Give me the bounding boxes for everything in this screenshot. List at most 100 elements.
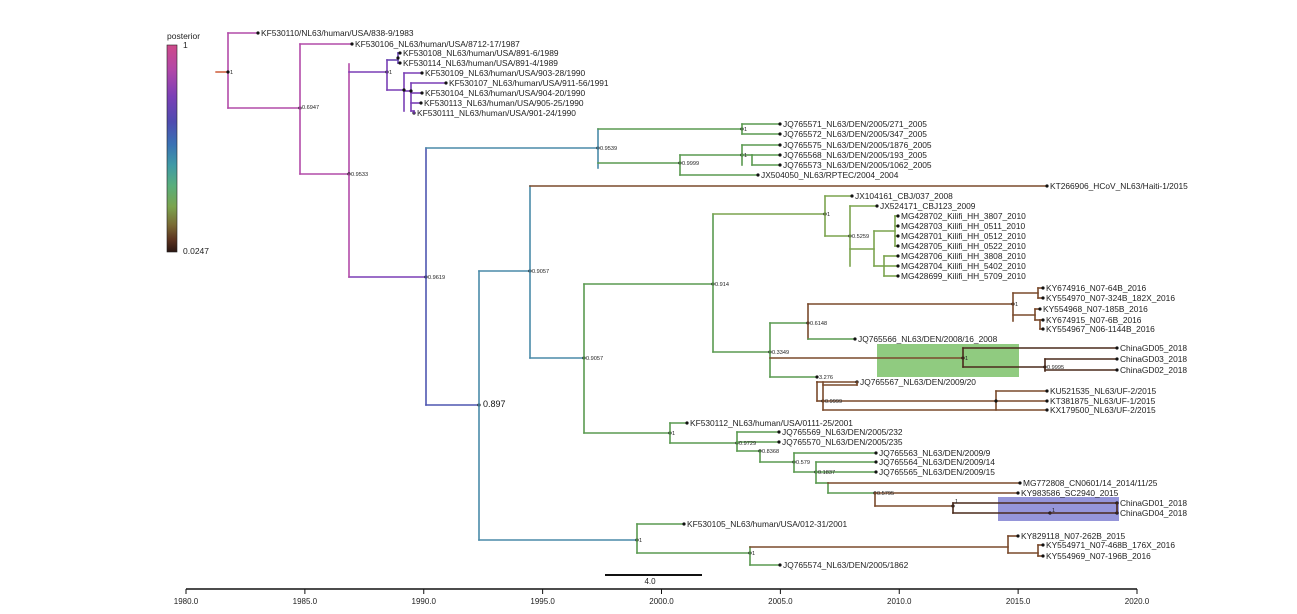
node-point	[1045, 184, 1049, 188]
node-point	[777, 430, 781, 434]
legend-color-bar	[166, 44, 178, 253]
node-point	[778, 563, 782, 567]
tip-label: JQ765566_NL63/DEN/2008/16_2008	[858, 334, 998, 344]
node-point	[256, 31, 260, 35]
node-point	[874, 451, 878, 455]
node-point	[1041, 318, 1045, 322]
tip-label: MG428706_Kilifi_HH_3808_2010	[901, 251, 1026, 261]
node-posterior-label: 1	[1052, 508, 1055, 514]
node-point	[896, 274, 900, 278]
scale-bar: 4.0	[605, 574, 702, 586]
tip-label: ChinaGD01_2018	[1120, 498, 1187, 508]
tip-label: KU521535_NL63/UF-2/2015	[1050, 386, 1156, 396]
tip-label: MG428704_Kilifi_HH_5402_2010	[901, 261, 1026, 271]
axis-tick-label: 1995.0	[530, 597, 555, 606]
node-point	[1016, 491, 1020, 495]
tip-label: JQ765570_NL63/DEN/2005/235	[782, 437, 903, 447]
axis-tick-label: 2010.0	[887, 597, 912, 606]
node-posterior-label: 0.9995	[1047, 365, 1064, 371]
node-posterior-label: 0.6947	[302, 105, 319, 111]
highlight-china-gd01-clade	[998, 497, 1119, 521]
node-posterior-label: 0.579	[796, 460, 810, 466]
node-point	[1045, 399, 1049, 403]
node-posterior-label: 1	[827, 212, 830, 218]
tip-label: KF530107_NL63/human/USA/911-56/1991	[449, 78, 609, 88]
tip-label: KF530104_NL63/human/USA/904-20/1990	[425, 88, 586, 98]
tip-label: KY983586_SC2940_2015	[1021, 488, 1119, 498]
axis-tick-label: 1990.0	[412, 597, 437, 606]
node-point	[896, 224, 900, 228]
tip-label: MG428702_Kilifi_HH_3807_2010	[901, 211, 1026, 221]
tip-label: JQ765567_NL63/DEN/2009/20	[860, 377, 976, 387]
node-point	[874, 470, 878, 474]
node-point	[1115, 357, 1119, 361]
node-posterior-label: 0.3349	[772, 350, 789, 356]
axis-tick-label: 2005.0	[768, 597, 793, 606]
tip-label: KY554970_N07-324B_182X_2016	[1046, 293, 1175, 303]
node-point	[402, 88, 406, 92]
node-point	[1041, 543, 1045, 547]
node-point	[896, 244, 900, 248]
tree-branches	[215, 31, 1119, 567]
tree-tips: KF530110/NL63/human/USA/838-9/1983KF5301…	[261, 28, 1188, 570]
node-point	[994, 399, 998, 403]
node-point	[778, 163, 782, 167]
node-posterior-label: 0.9729	[739, 441, 756, 447]
tip-label: JQ765573_NL63/DEN/2005/1062_2005	[783, 160, 932, 170]
tree-node-labels: 1 0.6947 0.9533 1 0.9619 0.9539 1 0.9999 1 0.897 0…	[230, 70, 1064, 557]
node-point	[778, 153, 782, 157]
axis-tick-label: 2020.0	[1125, 597, 1150, 606]
tip-label: KY554967_N06-1144B_2016	[1046, 324, 1155, 334]
tip-label: KF530106_NL63/human/USA/8712-17/1987	[355, 39, 520, 49]
node-posterior-label: 0.9533	[351, 172, 368, 178]
node-point	[1041, 286, 1045, 290]
legend-max-label: 1	[183, 40, 188, 50]
node-point	[398, 61, 402, 65]
tip-label: JQ765574_NL63/DEN/2005/1862	[783, 560, 909, 570]
tip-label: KF530110/NL63/human/USA/838-9/1983	[261, 28, 414, 38]
node-posterior-label: 0.9539	[600, 146, 617, 152]
node-point	[396, 56, 400, 60]
node-posterior-label: 0.9999	[682, 161, 699, 167]
node-point	[398, 51, 402, 55]
tip-label: KF530113_NL63/human/USA/905-25/1990	[424, 98, 584, 108]
node-posterior-label: 0.9057	[532, 269, 549, 275]
axis-tick-label: 2015.0	[1006, 597, 1031, 606]
node-point	[874, 460, 878, 464]
tip-label: JQ765572_NL63/DEN/2005/347_2005	[783, 129, 927, 139]
node-point	[853, 337, 857, 341]
tip-label: MG428701_Kilifi_HH_0512_2010	[901, 231, 1026, 241]
node-posterior-label: 1	[672, 431, 675, 437]
legend-title: posterior	[167, 31, 200, 41]
tip-label: KX179500_NL63/UF-2/2015	[1050, 405, 1156, 415]
node-point	[850, 194, 854, 198]
tip-label: KY829118_N07-262B_2015	[1021, 531, 1125, 541]
node-posterior-label: 0.8368	[762, 449, 779, 455]
node-posterior-label: 1	[752, 551, 755, 557]
node-point	[685, 421, 689, 425]
tip-label: KY554971_N07-468B_176X_2016	[1046, 540, 1175, 550]
node-point	[420, 91, 424, 95]
tip-label: ChinaGD04_2018	[1120, 508, 1187, 518]
tip-label: JX504050_NL63/RPTEC/2004_2004	[761, 170, 899, 180]
node-point	[350, 42, 354, 46]
node-point	[1041, 296, 1045, 300]
axis-tick-label: 1985.0	[293, 597, 318, 606]
node-point	[778, 122, 782, 126]
tip-label: KF530112_NL63/human/USA/0111-25/2001	[690, 418, 853, 428]
node-point	[226, 70, 230, 74]
tip-label: KF530109_NL63/human/USA/903-28/1990	[425, 68, 586, 78]
node-point	[1041, 554, 1045, 558]
node-posterior-label: 1	[744, 127, 747, 133]
node-point	[896, 264, 900, 268]
node-posterior-label: 1	[965, 356, 968, 362]
node-posterior-label: 0.9619	[428, 275, 445, 281]
node-posterior-label: 1	[744, 153, 747, 159]
node-point	[1041, 327, 1045, 331]
tip-label: JQ765569_NL63/DEN/2005/232	[782, 427, 903, 437]
node-point	[1115, 368, 1119, 372]
node-point	[419, 101, 423, 105]
tip-label: JQ765565_NL63/DEN/2009/15	[879, 467, 995, 477]
tip-label: ChinaGD05_2018	[1120, 343, 1187, 353]
node-posterior-label: 0.9057	[586, 356, 603, 362]
